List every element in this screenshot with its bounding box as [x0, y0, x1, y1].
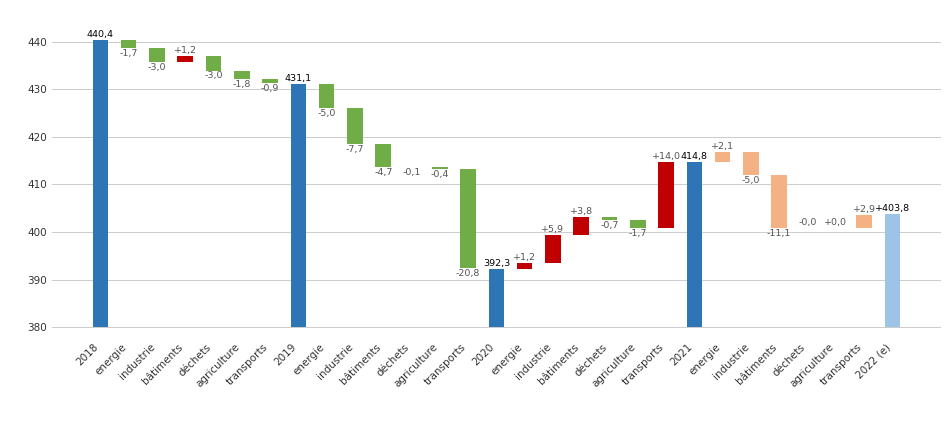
Text: +1,2: +1,2	[174, 47, 197, 55]
Text: -0,1: -0,1	[403, 168, 421, 177]
Text: -5,0: -5,0	[742, 176, 760, 185]
Text: -1,8: -1,8	[233, 80, 251, 89]
Bar	[206, 56, 221, 70]
Bar	[601, 217, 618, 220]
Bar	[714, 152, 731, 162]
Bar	[347, 108, 363, 144]
Bar	[432, 167, 447, 169]
Text: -3,0: -3,0	[204, 71, 223, 80]
Text: -0,9: -0,9	[261, 84, 279, 93]
Text: -3,0: -3,0	[147, 63, 166, 72]
Bar	[687, 162, 702, 327]
Text: +2,9: +2,9	[852, 205, 876, 214]
Bar	[574, 217, 589, 235]
Text: -0,0: -0,0	[798, 219, 817, 228]
Bar	[178, 56, 193, 62]
Bar	[630, 220, 646, 229]
Text: -0,4: -0,4	[430, 170, 449, 179]
Text: +403,8: +403,8	[875, 204, 910, 213]
Text: -11,1: -11,1	[767, 229, 791, 238]
Bar	[121, 40, 137, 48]
Text: 440,4: 440,4	[86, 30, 114, 39]
Bar	[545, 235, 560, 263]
Text: -4,7: -4,7	[374, 168, 392, 177]
Text: -5,0: -5,0	[317, 108, 336, 118]
Text: -7,7: -7,7	[346, 145, 364, 154]
Bar	[93, 40, 108, 327]
Bar	[771, 175, 787, 229]
Bar	[800, 228, 815, 229]
Text: -1,7: -1,7	[120, 48, 138, 57]
Bar	[461, 169, 476, 268]
Bar	[149, 48, 164, 62]
Text: +3,8: +3,8	[570, 207, 593, 216]
Bar	[517, 263, 532, 269]
Bar	[828, 228, 844, 229]
Text: 392,3: 392,3	[483, 259, 510, 268]
Bar	[856, 215, 872, 229]
Bar	[743, 152, 759, 175]
Bar	[291, 84, 306, 327]
Text: +0,0: +0,0	[825, 219, 847, 228]
Bar	[488, 269, 504, 327]
Text: -1,7: -1,7	[629, 229, 647, 238]
Text: 414,8: 414,8	[681, 152, 708, 161]
Text: +1,2: +1,2	[513, 253, 536, 262]
Text: +2,1: +2,1	[712, 142, 734, 151]
Bar	[319, 84, 334, 108]
Text: +14,0: +14,0	[652, 152, 680, 161]
Bar	[658, 162, 674, 229]
Text: +5,9: +5,9	[542, 225, 564, 234]
Bar	[234, 70, 250, 79]
Bar	[262, 79, 278, 83]
Bar	[884, 214, 901, 327]
Bar	[375, 144, 391, 167]
Text: -20,8: -20,8	[456, 269, 481, 278]
Text: -0,7: -0,7	[600, 221, 618, 230]
Text: 431,1: 431,1	[285, 74, 312, 83]
